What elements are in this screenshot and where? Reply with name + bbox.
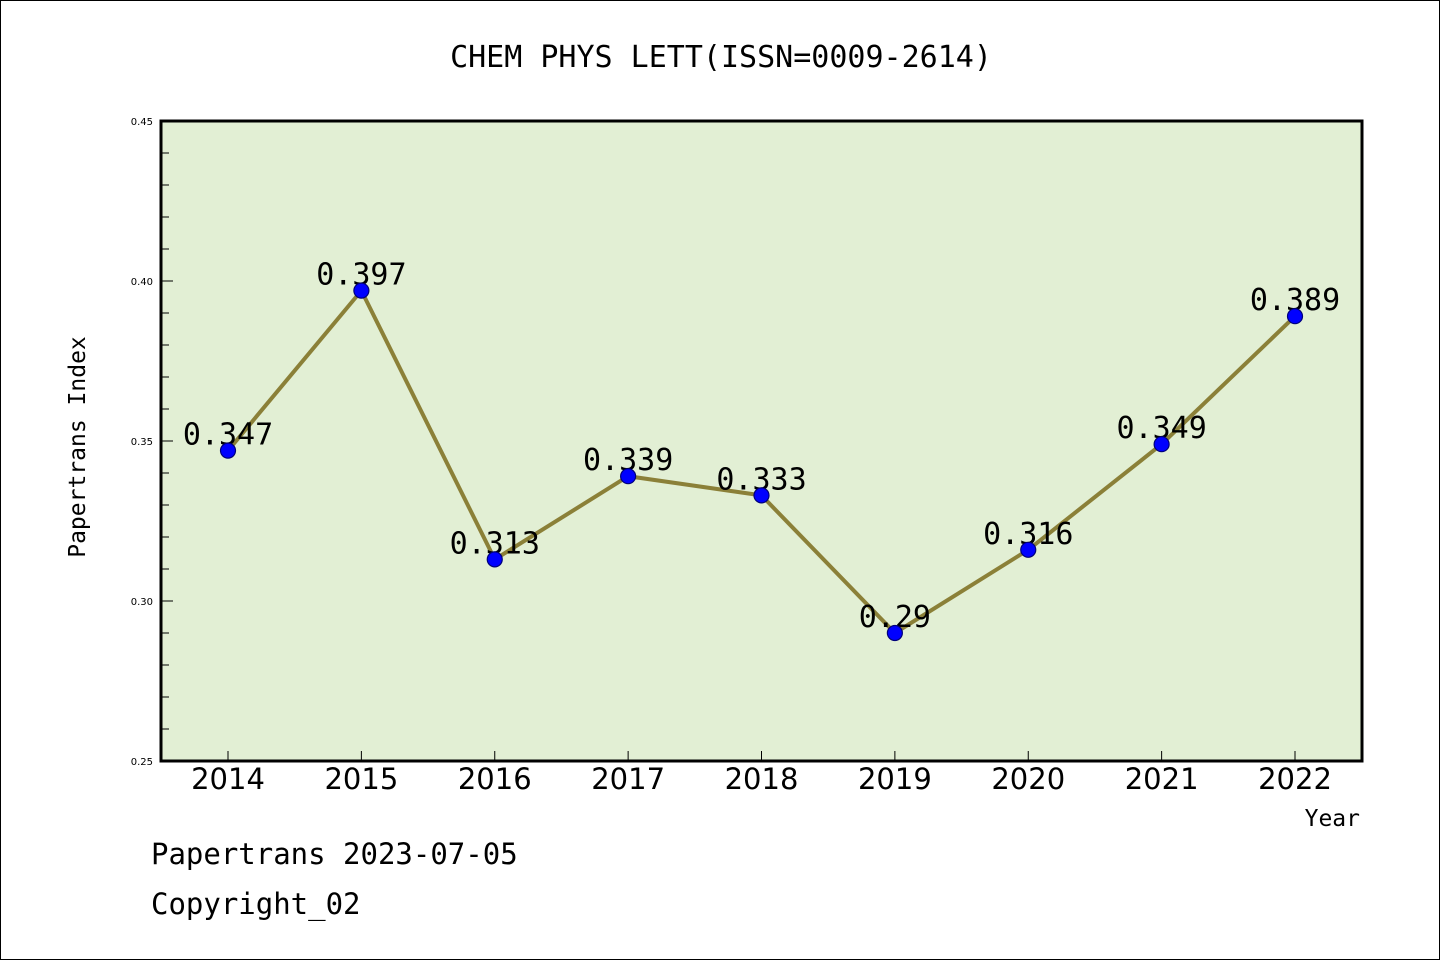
footer-date: Papertrans 2023-07-05 [151, 837, 518, 871]
x-tick-label: 2021 [1125, 762, 1199, 796]
y-axis-label: Papertrans Index [65, 336, 91, 558]
y-tick-label: 0.45 [131, 117, 153, 128]
x-tick-label: 2018 [725, 762, 799, 796]
x-tick-label: 2019 [858, 762, 932, 796]
y-tick-label: 0.25 [131, 757, 153, 768]
data-point [886, 624, 903, 642]
x-axis: 2014 2015 2016 2017 2018 2019 2020 2021 2022 [191, 751, 1332, 796]
x-tick-label: 2014 [191, 762, 265, 796]
x-tick-label: 2022 [1258, 762, 1332, 796]
data-point [219, 442, 237, 459]
chart-title: CHEM PHYS LETT(ISSN=0009-2614) [450, 40, 992, 75]
data-point [353, 282, 370, 299]
y-tick-label: 0.40 [131, 277, 153, 288]
x-tick-label: 2017 [591, 762, 665, 796]
data-point [1286, 308, 1304, 325]
data-point [1020, 541, 1037, 558]
x-tick-label: 2020 [991, 762, 1065, 796]
y-tick-label: 0.35 [131, 437, 153, 448]
y-axis: 0.25 0.30 0.35 0.40 0.45 [131, 117, 173, 768]
y-tick-label: 0.30 [131, 597, 153, 608]
footer-copyright: Copyright_02 [151, 887, 361, 922]
data-point [620, 468, 637, 485]
x-tick-label: 2015 [324, 762, 398, 796]
series-layer: 0.3470.3970.3130.3390.3330.290.3160.3490… [183, 258, 1340, 642]
data-point [1153, 436, 1170, 453]
data-point [486, 551, 503, 568]
x-axis-label: Year [1305, 806, 1360, 832]
data-point [753, 487, 770, 504]
x-tick-label: 2016 [458, 762, 532, 796]
